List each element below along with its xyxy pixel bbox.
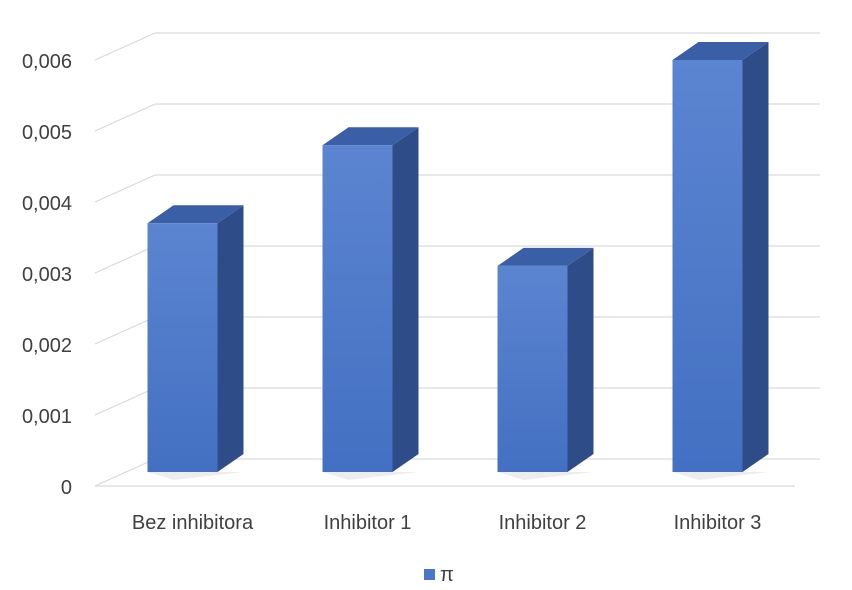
bar-shadow (497, 472, 594, 480)
bar-side (567, 247, 594, 472)
x-tick-label: Inhibitor 1 (324, 512, 412, 534)
bar-top (147, 205, 244, 224)
y-axis-ticks: 0 0,001 0,002 0,003 0,004 0,005 0,006 (22, 51, 72, 499)
bar-3 (497, 247, 594, 480)
bar-1 (147, 205, 244, 480)
gridline-diagonal (94, 245, 156, 274)
bar-side (217, 205, 244, 473)
legend-item: π (424, 564, 454, 586)
bar-front (322, 145, 393, 472)
bar-shadow (672, 472, 769, 480)
y-tick-label: 0,005 (22, 122, 72, 144)
bar-top (672, 42, 769, 60)
bar-front (672, 60, 743, 472)
bar-2 (322, 127, 419, 480)
bar-front (497, 265, 568, 472)
bars (147, 42, 769, 480)
bar-front (147, 223, 218, 472)
x-axis-ticks: Bez inhibitora Inhibitor 1 Inhibitor 2 Inhi… (132, 512, 762, 534)
bar-shadow (147, 472, 244, 480)
y-tick-label: 0,002 (22, 335, 72, 357)
y-tick-label: 0 (61, 477, 72, 499)
y-tick-label: 0,003 (22, 264, 72, 286)
legend-swatch (424, 569, 435, 580)
bar-shadow (322, 472, 419, 480)
bar-4 (672, 42, 769, 480)
bar-top (322, 127, 419, 146)
legend-label: π (440, 564, 454, 585)
x-tick-label: Bez inhibitora (132, 512, 254, 534)
gridline-diagonal (94, 387, 156, 416)
y-tick-label: 0,001 (22, 406, 72, 428)
x-tick-label: Inhibitor 3 (674, 512, 762, 534)
gridline-diagonal (94, 103, 156, 132)
x-tick-label: Inhibitor 2 (499, 512, 587, 534)
bar-side (742, 42, 769, 472)
gridline-diagonal (94, 32, 156, 61)
y-tick-label: 0,006 (22, 51, 72, 73)
bar-side (392, 127, 419, 472)
gridline-diagonal (94, 174, 156, 203)
y-tick-label: 0,004 (22, 193, 72, 215)
legend: π (424, 564, 454, 586)
gridline-diagonal (94, 458, 156, 487)
gridline-diagonal (94, 316, 156, 345)
bar-top (497, 247, 594, 266)
